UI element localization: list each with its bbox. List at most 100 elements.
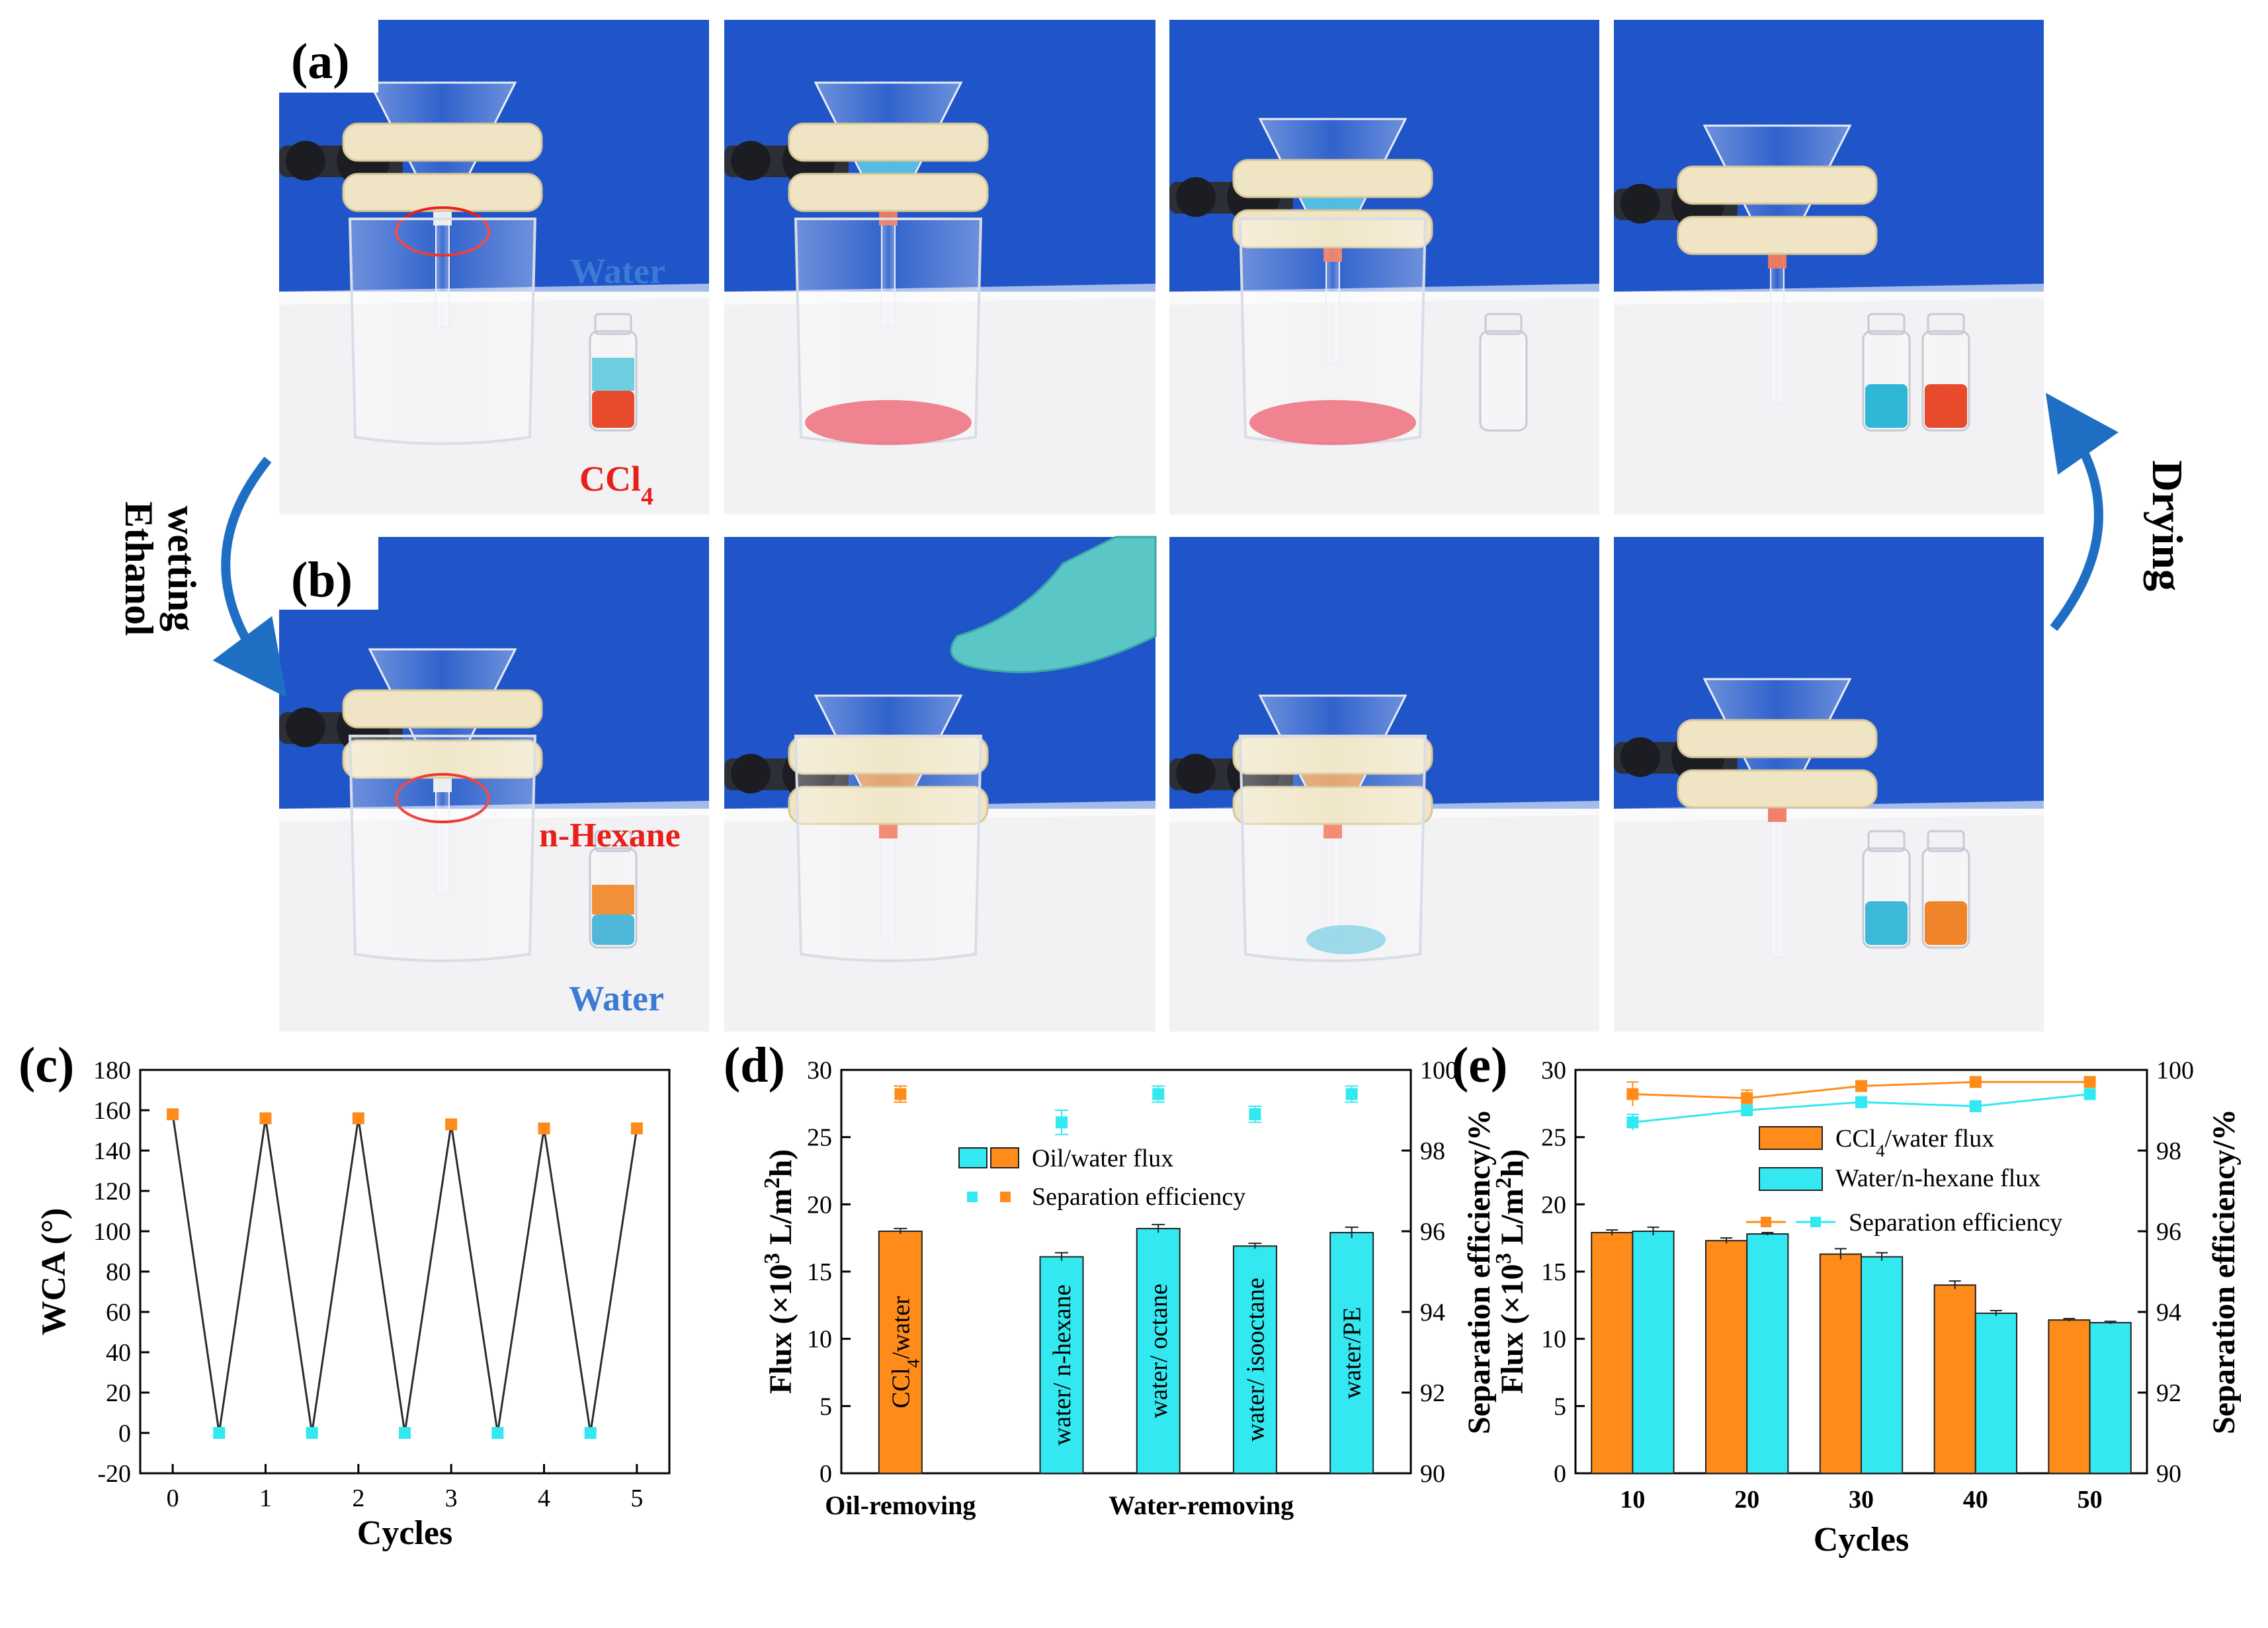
y-axis-title-left: Flux (×103 L/m2h) — [1491, 1149, 1531, 1394]
y-axis-title-left: Flux (×103 L/m2h) — [760, 1149, 799, 1394]
flux-bar — [1591, 1232, 1634, 1474]
y-tick-label: 0 — [118, 1420, 131, 1447]
vial-neck — [594, 313, 632, 335]
bar-label: water/ n-hexane — [1048, 1284, 1076, 1445]
funnel-stem — [1770, 804, 1785, 957]
vial-neck — [1927, 313, 1965, 335]
efficiency-point — [2083, 1076, 2096, 1088]
efficiency-point — [1741, 1092, 1753, 1104]
y-tick-label: 20 — [807, 1191, 832, 1219]
ethanol-wetting-arrow-icon — [212, 456, 287, 698]
wca-point — [259, 1112, 272, 1125]
clamp-jaw-lower — [1677, 216, 1878, 255]
panel-label-box-b — [279, 537, 378, 610]
x-axis-title: Cycles — [1814, 1521, 1909, 1559]
y2-tick-label: 100 — [2156, 1057, 2194, 1084]
efficiency-point — [1855, 1096, 1867, 1108]
vial-liquid — [1865, 901, 1908, 945]
clamp-jaw-upper — [788, 122, 989, 162]
clamp-knob-icon — [1176, 177, 1216, 217]
annotation-hexane-b: n-Hexane — [539, 817, 681, 854]
y-tick-label: 10 — [1541, 1326, 1566, 1354]
y2-tick-label: 96 — [1420, 1218, 1445, 1246]
vial-neck — [1867, 313, 1906, 335]
clamp-jaw-upper — [1677, 719, 1878, 758]
wetting-label: wetting — [160, 506, 204, 631]
y-tick-label: 5 — [819, 1393, 832, 1420]
drying-label: Drying — [2143, 460, 2191, 591]
photo-b-2 — [724, 536, 1157, 1032]
legend-marker — [1761, 1217, 1771, 1227]
x-tick-label: 4 — [538, 1485, 550, 1512]
vial-liquid — [1925, 384, 1967, 428]
photo-b-3 — [1169, 537, 1599, 1032]
flux-bar — [878, 1231, 923, 1474]
beaker — [348, 735, 537, 962]
group-label: Water-removing — [1109, 1490, 1294, 1520]
tabletop — [1614, 809, 2044, 1032]
efficiency-point — [1969, 1076, 1982, 1088]
panel-label-e: (e) — [1452, 1038, 1507, 1093]
efficiency-point — [1969, 1100, 1982, 1112]
flux-bar — [2089, 1322, 2132, 1475]
wca-point — [352, 1112, 364, 1125]
legend-label: CCl4/water flux — [1835, 1125, 1994, 1160]
legend: CCl4/water flux Water/n-hexane flux Separa… — [1746, 1125, 2062, 1237]
drying-arrow-icon — [2045, 393, 2119, 631]
y2-tick-label: 90 — [1420, 1460, 1445, 1488]
vial-neck — [1484, 313, 1523, 335]
x-tick-label: 3 — [445, 1485, 458, 1512]
y2-tick-label: 92 — [1420, 1379, 1445, 1407]
photo-a-3 — [1169, 20, 1599, 514]
y-tick-label: 0 — [1554, 1460, 1566, 1488]
legend-swatch — [990, 1147, 1019, 1168]
plot-frame — [139, 1069, 671, 1475]
vial-bottom-layer — [592, 915, 634, 945]
y-axis-title-right: Separation efficiency/% — [1462, 1109, 1497, 1434]
chart-d: (d) 0 5 10 15 20 25 30 90 92 94 96 98 100 Flux (×103 L… — [724, 1038, 1497, 1520]
vial — [1479, 330, 1528, 432]
y2-tick-label: 96 — [2156, 1218, 2181, 1246]
panel-label-b: (b) — [291, 552, 353, 608]
vial-neck — [594, 830, 632, 852]
photo-b-1 — [279, 537, 709, 1032]
flux-bar — [1819, 1253, 1862, 1474]
table-edge — [1614, 801, 2044, 822]
y-tick-label: 15 — [807, 1258, 832, 1286]
vial-top-layer — [592, 885, 634, 915]
flux-bar — [2048, 1319, 2091, 1474]
x-tick-label: 5 — [630, 1485, 643, 1512]
y2-tick-label: 98 — [1420, 1137, 1445, 1165]
legend-swatch — [1759, 1126, 1823, 1150]
panel-label-box-a — [279, 20, 378, 93]
flux-bar — [1704, 1240, 1748, 1474]
y-tick-label: 0 — [819, 1460, 832, 1488]
vial-top-layer — [592, 358, 634, 391]
y-tick-label: 180 — [93, 1057, 131, 1084]
clamp-jaw-lower — [788, 173, 989, 212]
x-tick-label: 10 — [1620, 1486, 1645, 1514]
beaker — [1238, 735, 1427, 962]
annotation-water-a: Water — [570, 251, 665, 291]
efficiency-point — [1741, 1104, 1753, 1116]
y2-tick-label: 94 — [2156, 1299, 2181, 1326]
y-tick-label: 80 — [106, 1258, 131, 1286]
photo-a-2 — [724, 20, 1155, 514]
panel-label-c: (c) — [19, 1038, 74, 1093]
efficiency-point — [1626, 1116, 1639, 1129]
clamp-knob-icon — [1176, 754, 1216, 794]
efficiency-point — [2083, 1088, 2096, 1100]
legend-marker — [1810, 1217, 1821, 1227]
photo-a-1 — [279, 20, 709, 514]
annotation-ccl4-a: CCl4 — [579, 459, 653, 510]
wca-point — [491, 1427, 504, 1439]
photo-a-4 — [1614, 20, 2044, 514]
annotation-water-b: Water — [569, 979, 664, 1018]
flux-bar — [1039, 1256, 1084, 1474]
flux-bar — [1933, 1284, 1976, 1475]
y-tick-label: 25 — [1541, 1124, 1566, 1152]
wca-point — [630, 1122, 643, 1135]
y2-tick-label: 92 — [2156, 1379, 2181, 1407]
plot-frame — [840, 1069, 1412, 1475]
beaker-liquid — [805, 400, 972, 445]
